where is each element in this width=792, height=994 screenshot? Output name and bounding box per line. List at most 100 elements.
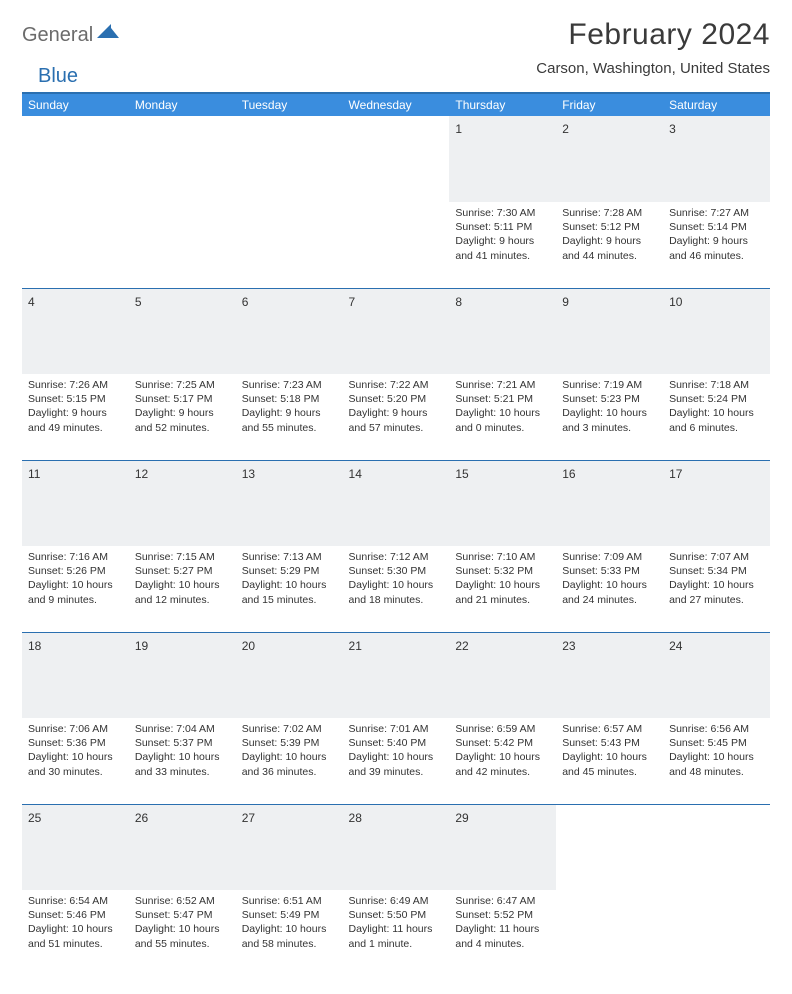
day-content: Sunrise: 6:54 AMSunset: 5:46 PMDaylight:… — [28, 894, 123, 951]
sunset-text: Sunset: 5:27 PM — [135, 564, 230, 578]
daylight-text: and 12 minutes. — [135, 593, 230, 607]
day-number-cell: 6 — [236, 288, 343, 374]
daylight-text: and 46 minutes. — [669, 249, 764, 263]
day-cell: Sunrise: 6:56 AMSunset: 5:45 PMDaylight:… — [663, 718, 770, 804]
day-number: 6 — [242, 295, 249, 309]
day-cell: Sunrise: 7:01 AMSunset: 5:40 PMDaylight:… — [343, 718, 450, 804]
day-number-cell: 22 — [449, 632, 556, 718]
day-cell: Sunrise: 6:54 AMSunset: 5:46 PMDaylight:… — [22, 890, 129, 976]
day-number: 7 — [349, 295, 356, 309]
daylight-text: Daylight: 10 hours — [349, 578, 444, 592]
day-number: 2 — [562, 122, 569, 136]
daylight-text: and 15 minutes. — [242, 593, 337, 607]
sunrise-text: Sunrise: 6:59 AM — [455, 722, 550, 736]
sunset-text: Sunset: 5:23 PM — [562, 392, 657, 406]
day-content: Sunrise: 7:09 AMSunset: 5:33 PMDaylight:… — [562, 550, 657, 607]
weekday-header: Monday — [129, 94, 236, 116]
sunset-text: Sunset: 5:47 PM — [135, 908, 230, 922]
day-number: 10 — [669, 295, 682, 309]
sunrise-text: Sunrise: 7:28 AM — [562, 206, 657, 220]
sunrise-text: Sunrise: 7:07 AM — [669, 550, 764, 564]
day-number: 28 — [349, 811, 362, 825]
day-number-cell — [129, 116, 236, 202]
daylight-text: and 30 minutes. — [28, 765, 123, 779]
sunset-text: Sunset: 5:32 PM — [455, 564, 550, 578]
day-number-cell: 13 — [236, 460, 343, 546]
daylight-text: Daylight: 10 hours — [669, 750, 764, 764]
weekday-header: Sunday — [22, 94, 129, 116]
sunrise-text: Sunrise: 6:52 AM — [135, 894, 230, 908]
sunrise-text: Sunrise: 7:16 AM — [28, 550, 123, 564]
day-cell: Sunrise: 7:16 AMSunset: 5:26 PMDaylight:… — [22, 546, 129, 632]
location-text: Carson, Washington, United States — [536, 60, 770, 77]
day-number-row: 45678910 — [22, 288, 770, 374]
daylight-text: and 4 minutes. — [455, 937, 550, 951]
daylight-text: and 27 minutes. — [669, 593, 764, 607]
day-cell: Sunrise: 6:49 AMSunset: 5:50 PMDaylight:… — [343, 890, 450, 976]
day-cell: Sunrise: 6:57 AMSunset: 5:43 PMDaylight:… — [556, 718, 663, 804]
sunrise-text: Sunrise: 7:26 AM — [28, 378, 123, 392]
day-cell: Sunrise: 7:26 AMSunset: 5:15 PMDaylight:… — [22, 374, 129, 460]
sunrise-text: Sunrise: 7:01 AM — [349, 722, 444, 736]
day-cell: Sunrise: 7:04 AMSunset: 5:37 PMDaylight:… — [129, 718, 236, 804]
daylight-text: Daylight: 10 hours — [28, 922, 123, 936]
day-content: Sunrise: 7:13 AMSunset: 5:29 PMDaylight:… — [242, 550, 337, 607]
daylight-text: Daylight: 10 hours — [28, 750, 123, 764]
day-number: 13 — [242, 467, 255, 481]
sunrise-text: Sunrise: 7:09 AM — [562, 550, 657, 564]
weekday-header: Thursday — [449, 94, 556, 116]
sunrise-text: Sunrise: 6:57 AM — [562, 722, 657, 736]
day-number-cell: 25 — [22, 804, 129, 890]
day-cell: Sunrise: 7:02 AMSunset: 5:39 PMDaylight:… — [236, 718, 343, 804]
sunset-text: Sunset: 5:34 PM — [669, 564, 764, 578]
daylight-text: Daylight: 10 hours — [135, 578, 230, 592]
day-number: 25 — [28, 811, 41, 825]
day-number: 23 — [562, 639, 575, 653]
sunrise-text: Sunrise: 7:18 AM — [669, 378, 764, 392]
day-content: Sunrise: 6:57 AMSunset: 5:43 PMDaylight:… — [562, 722, 657, 779]
day-number-cell: 29 — [449, 804, 556, 890]
daylight-text: Daylight: 10 hours — [562, 750, 657, 764]
day-cell: Sunrise: 7:28 AMSunset: 5:12 PMDaylight:… — [556, 202, 663, 288]
daylight-text: Daylight: 9 hours — [562, 234, 657, 248]
day-number: 9 — [562, 295, 569, 309]
daylight-text: and 3 minutes. — [562, 421, 657, 435]
day-content: Sunrise: 7:02 AMSunset: 5:39 PMDaylight:… — [242, 722, 337, 779]
calendar-header: Sunday Monday Tuesday Wednesday Thursday… — [22, 94, 770, 116]
sunrise-text: Sunrise: 7:13 AM — [242, 550, 337, 564]
sunset-text: Sunset: 5:33 PM — [562, 564, 657, 578]
day-content: Sunrise: 7:16 AMSunset: 5:26 PMDaylight:… — [28, 550, 123, 607]
week-row: Sunrise: 7:26 AMSunset: 5:15 PMDaylight:… — [22, 374, 770, 460]
day-content: Sunrise: 7:07 AMSunset: 5:34 PMDaylight:… — [669, 550, 764, 607]
daylight-text: and 1 minute. — [349, 937, 444, 951]
sunrise-text: Sunrise: 7:25 AM — [135, 378, 230, 392]
day-content: Sunrise: 7:30 AMSunset: 5:11 PMDaylight:… — [455, 206, 550, 263]
day-number: 12 — [135, 467, 148, 481]
day-number-cell: 24 — [663, 632, 770, 718]
day-content: Sunrise: 7:19 AMSunset: 5:23 PMDaylight:… — [562, 378, 657, 435]
day-content: Sunrise: 6:59 AMSunset: 5:42 PMDaylight:… — [455, 722, 550, 779]
daylight-text: and 6 minutes. — [669, 421, 764, 435]
day-cell: Sunrise: 7:09 AMSunset: 5:33 PMDaylight:… — [556, 546, 663, 632]
day-number-cell: 1 — [449, 116, 556, 202]
daylight-text: Daylight: 10 hours — [669, 406, 764, 420]
sunrise-text: Sunrise: 7:30 AM — [455, 206, 550, 220]
day-content: Sunrise: 7:15 AMSunset: 5:27 PMDaylight:… — [135, 550, 230, 607]
day-number-row: 12 3 — [22, 116, 770, 202]
day-cell: Sunrise: 6:52 AMSunset: 5:47 PMDaylight:… — [129, 890, 236, 976]
daylight-text: Daylight: 9 hours — [669, 234, 764, 248]
day-number: 18 — [28, 639, 41, 653]
sunrise-text: Sunrise: 7:21 AM — [455, 378, 550, 392]
week-row: Sunrise: 7:30 AMSunset: 5:11 PMDaylight:… — [22, 202, 770, 288]
day-cell — [22, 202, 129, 288]
daylight-text: and 39 minutes. — [349, 765, 444, 779]
day-number-cell: 19 — [129, 632, 236, 718]
sunrise-text: Sunrise: 6:49 AM — [349, 894, 444, 908]
sunset-text: Sunset: 5:14 PM — [669, 220, 764, 234]
day-number: 3 — [669, 122, 676, 136]
weekday-header: Wednesday — [343, 94, 450, 116]
daylight-text: Daylight: 10 hours — [242, 750, 337, 764]
sunrise-text: Sunrise: 7:02 AM — [242, 722, 337, 736]
title-block: February 2024 Carson, Washington, United… — [536, 18, 770, 77]
daylight-text: Daylight: 10 hours — [455, 750, 550, 764]
